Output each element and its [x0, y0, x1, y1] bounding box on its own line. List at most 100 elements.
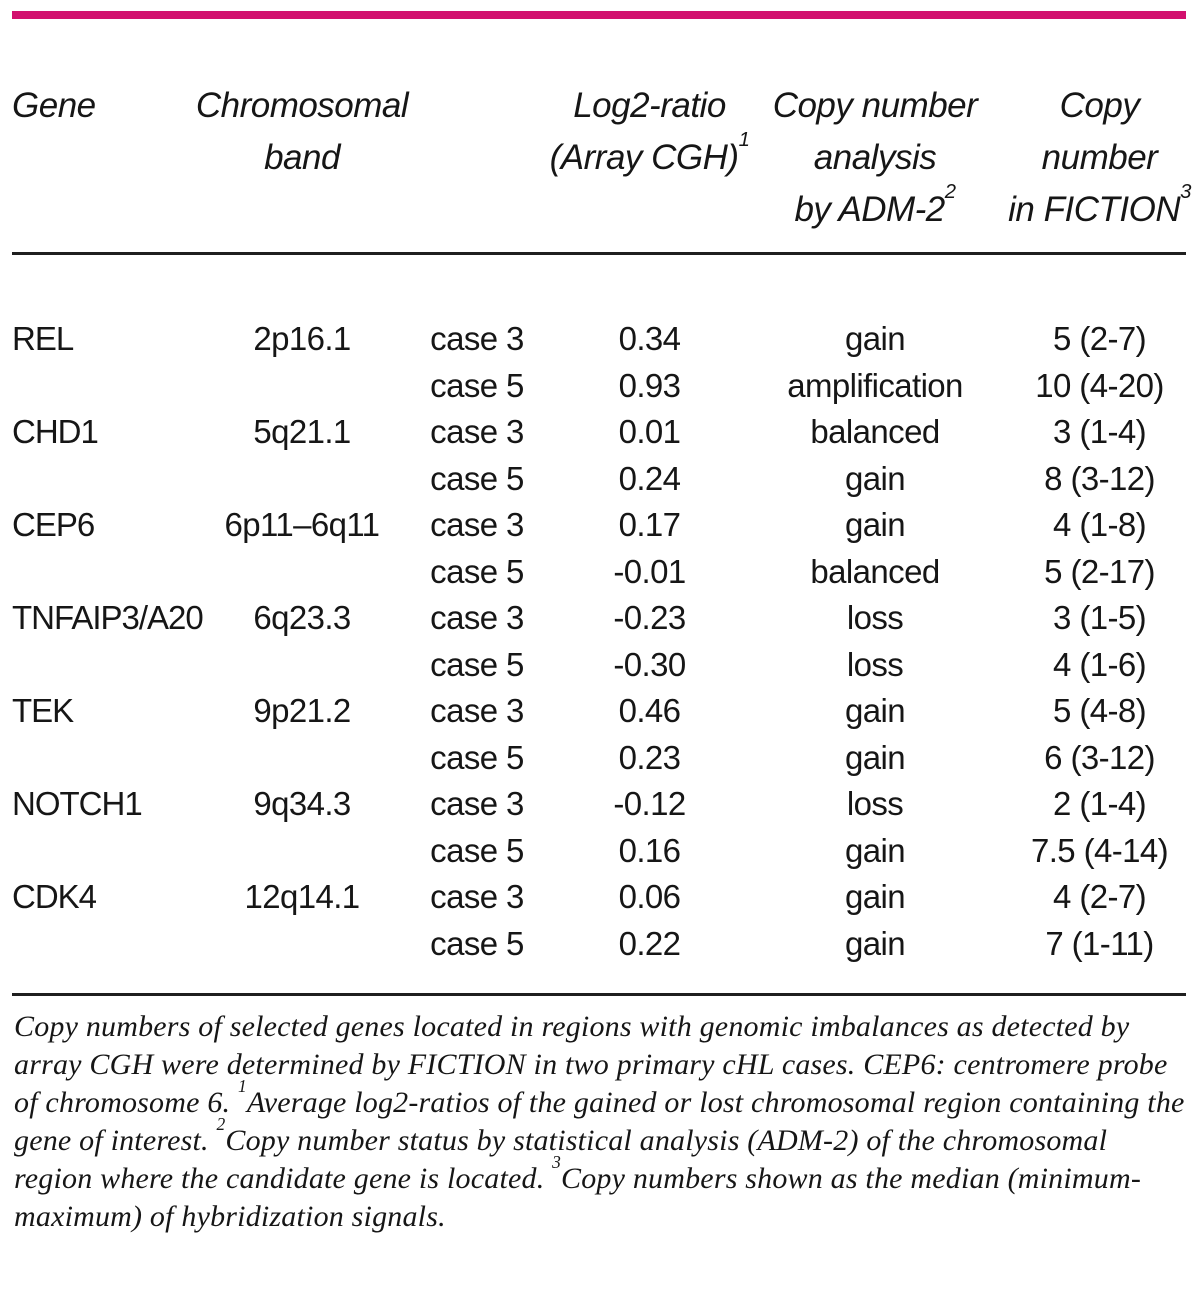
adm2-cell: gain [845, 738, 906, 776]
caption-text: Average log2-ratios of the gained or los… [14, 1086, 1185, 1157]
footnote-marker-3: 3 [1180, 180, 1191, 203]
accent-bar [12, 11, 1186, 19]
case-cell: case 3 [430, 878, 524, 916]
case-cell: case 3 [430, 320, 524, 358]
header-divider-rule [12, 252, 1186, 255]
header-log2-ratio: Log2-ratio (Array CGH)1 [549, 86, 750, 177]
header-gene-label: Gene [12, 86, 96, 125]
adm2-cell: gain [845, 924, 906, 962]
case-cell: case 3 [430, 692, 524, 730]
fiction-cell: 5 (4-8) [1053, 692, 1147, 730]
log2-cell: 0.34 [618, 320, 681, 358]
gene-cell: CDK4 [12, 878, 97, 916]
adm2-cell: loss [846, 785, 904, 823]
fiction-cell: 3 (1-5) [1053, 599, 1147, 637]
band-cell: 9q34.3 [253, 785, 351, 823]
gene-cell: REL [12, 320, 74, 358]
caption-text: Copy number status by statistical analys… [14, 1124, 1108, 1195]
adm2-cell: amplification [787, 366, 963, 404]
log2-cell: -0.01 [613, 552, 686, 590]
table-row: NOTCH1 9q34.3 case 3 -0.12 loss 2 (1-4) [12, 781, 1186, 828]
table-row: case 5 0.16 gain 7.5 (4-14) [12, 828, 1186, 875]
band-cell [212, 642, 392, 689]
table-row: CDK4 12q14.1 case 3 0.06 gain 4 (2-7) [12, 874, 1186, 921]
table-row: CEP6 6p11–6q11 case 3 0.17 gain 4 (1-8) [12, 502, 1186, 549]
log2-cell: 0.17 [618, 506, 681, 544]
band-cell [212, 921, 392, 968]
table-row: case 5 0.93 amplification 10 (4-20) [12, 363, 1186, 410]
caption-text: Copy numbers shown as the median (minimu… [14, 1162, 1142, 1233]
table-caption: Copy numbers of selected genes located i… [14, 1008, 1190, 1236]
log2-cell: 0.06 [618, 878, 681, 916]
band-cell [212, 735, 392, 782]
band-cell [212, 363, 392, 410]
adm2-cell: loss [846, 599, 904, 637]
gene-cell [12, 735, 212, 782]
case-cell: case 3 [430, 785, 524, 823]
band-cell [212, 828, 392, 875]
table-row: case 5 -0.01 balanced 5 (2-17) [12, 549, 1186, 596]
caption-footnote-1: 1 [237, 1075, 247, 1096]
table-row: case 5 -0.30 loss 4 (1-6) [12, 642, 1186, 689]
table-header-row: Gene Chromosomal band Log2-ratio (Array … [12, 80, 1191, 236]
case-cell: case 5 [430, 645, 524, 683]
log2-cell: 0.01 [618, 413, 681, 451]
fiction-cell: 7.5 (4-14) [1030, 831, 1169, 869]
case-cell: case 3 [430, 506, 524, 544]
log2-cell: 0.93 [618, 366, 681, 404]
adm2-cell: gain [845, 459, 906, 497]
gene-cell [12, 921, 212, 968]
fiction-cell: 4 (1-6) [1053, 645, 1147, 683]
adm2-cell: balanced [810, 413, 940, 451]
fiction-cell: 2 (1-4) [1053, 785, 1147, 823]
fiction-cell: 10 (4-20) [1035, 366, 1164, 404]
adm2-cell: gain [845, 320, 906, 358]
case-cell: case 5 [430, 366, 524, 404]
gene-cell: CEP6 [12, 506, 95, 544]
caption-footnote-2: 2 [216, 1113, 226, 1134]
header-copy-number-adm2: Copy number analysis by ADM-22 [772, 86, 978, 229]
band-cell [212, 456, 392, 503]
footnote-marker-2: 2 [944, 180, 956, 203]
adm2-cell: gain [845, 692, 906, 730]
case-cell: case 5 [430, 924, 524, 962]
log2-cell: -0.23 [613, 599, 686, 637]
gene-cell [12, 642, 212, 689]
fiction-cell: 7 (1-11) [1045, 924, 1154, 962]
table-row: case 5 0.23 gain 6 (3-12) [12, 735, 1186, 782]
adm2-cell: gain [845, 831, 906, 869]
log2-cell: 0.22 [618, 924, 681, 962]
band-cell: 5q21.1 [253, 413, 351, 451]
log2-cell: 0.23 [618, 738, 681, 776]
table-row: case 5 0.22 gain 7 (1-11) [12, 921, 1186, 968]
case-cell: case 5 [430, 738, 524, 776]
fiction-cell: 5 (2-17) [1044, 552, 1155, 590]
footer-divider-rule [12, 993, 1186, 996]
fiction-cell: 4 (1-8) [1053, 506, 1147, 544]
table-row: case 5 0.24 gain 8 (3-12) [12, 456, 1186, 503]
case-cell: case 3 [430, 413, 524, 451]
fiction-cell: 4 (2-7) [1053, 878, 1147, 916]
band-cell: 12q14.1 [244, 878, 360, 916]
fiction-cell: 5 (2-7) [1053, 320, 1147, 358]
log2-cell: -0.30 [613, 645, 686, 683]
band-cell: 6p11–6q11 [224, 506, 380, 544]
adm2-cell: loss [846, 645, 904, 683]
log2-cell: -0.12 [613, 785, 686, 823]
header-chromosomal-band: Chromosomal band [195, 86, 409, 177]
table-row: TEK 9p21.2 case 3 0.46 gain 5 (4-8) [12, 688, 1186, 735]
table-body: REL 2p16.1 case 3 0.34 gain 5 (2-7) case… [0, 316, 1186, 967]
case-cell: case 5 [430, 459, 524, 497]
log2-cell: 0.16 [618, 831, 681, 869]
band-cell: 6q23.3 [253, 599, 351, 637]
adm2-cell: gain [845, 506, 906, 544]
gene-cell [12, 363, 212, 410]
gene-cell: CHD1 [12, 413, 99, 451]
gene-cell: TEK [12, 692, 74, 730]
table-row: CHD1 5q21.1 case 3 0.01 balanced 3 (1-4) [12, 409, 1186, 456]
gene-cell: NOTCH1 [12, 785, 143, 823]
fiction-cell: 6 (3-12) [1044, 738, 1155, 776]
adm2-cell: gain [845, 878, 906, 916]
fiction-cell: 3 (1-4) [1053, 413, 1147, 451]
log2-cell: 0.46 [618, 692, 681, 730]
